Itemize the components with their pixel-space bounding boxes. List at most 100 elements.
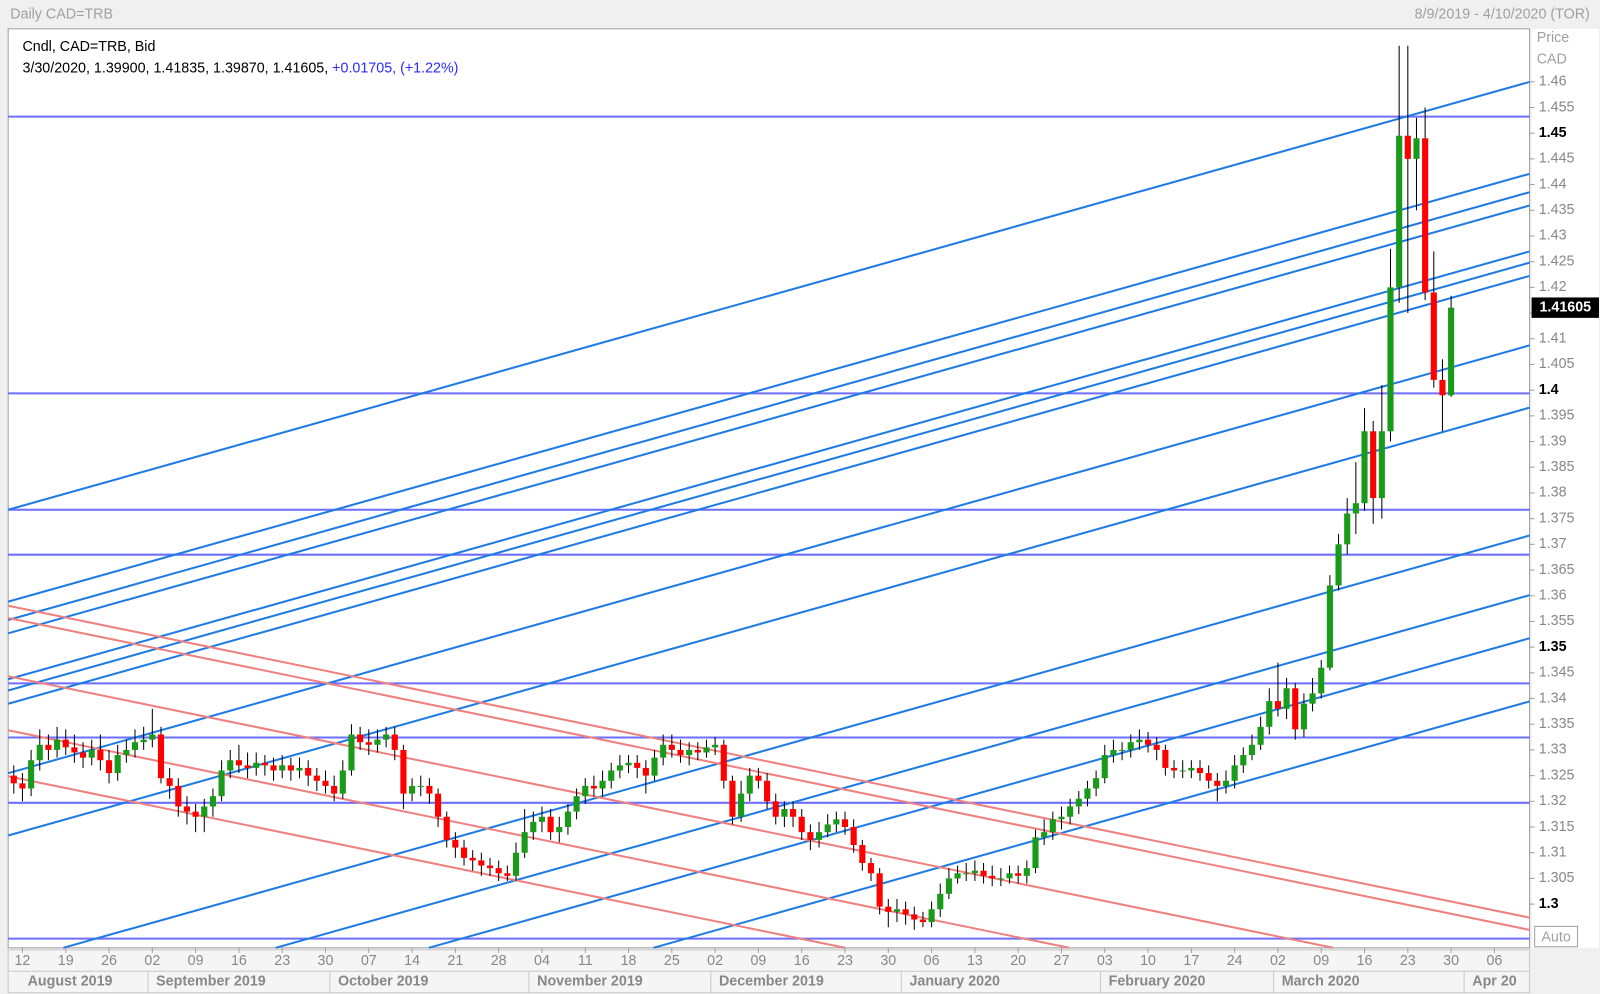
month-label: October 2019	[338, 973, 429, 989]
candle-body	[824, 824, 831, 833]
x-tick-label: 24	[1227, 953, 1243, 969]
autoscale-button[interactable]	[1534, 925, 1579, 948]
candle-body	[625, 762, 632, 766]
x-tick-label: 09	[750, 953, 766, 969]
candle-body	[963, 873, 970, 875]
month-label: February 2020	[1109, 973, 1206, 989]
y-tick-label: 1.315	[1539, 819, 1575, 835]
candle-body	[746, 775, 753, 794]
candle-body	[28, 760, 35, 789]
x-tick-label: 13	[967, 953, 983, 969]
candle-body	[738, 793, 745, 817]
candle-body	[564, 811, 571, 828]
trend-line	[7, 204, 1530, 635]
x-tick-label: 30	[1443, 953, 1459, 969]
x-tick-label: 28	[491, 953, 507, 969]
candle-body	[322, 780, 329, 786]
y-tick-label: 1.31	[1539, 844, 1567, 860]
month-label: November 2019	[537, 973, 643, 989]
trend-line	[7, 172, 1530, 603]
candle-body	[1430, 292, 1437, 380]
last-price-label: 1.41605	[1539, 299, 1591, 315]
x-tick-label: 03	[1097, 953, 1113, 969]
candle-body	[391, 734, 398, 750]
y-tick-label: 1.42	[1539, 279, 1567, 295]
candle-body	[599, 780, 606, 789]
x-tick-label: 11	[578, 953, 593, 969]
candle-body	[893, 909, 901, 912]
y-tick-label: 1.3	[1539, 896, 1559, 912]
candle-body	[1188, 767, 1195, 771]
candle-body	[885, 906, 892, 912]
candle-body	[1404, 135, 1411, 159]
candle-body	[105, 760, 113, 774]
candle-body	[495, 868, 502, 874]
y-tick-label: 1.39	[1539, 433, 1567, 449]
y-tick-label: 1.455	[1539, 99, 1575, 115]
candle-body	[582, 785, 589, 797]
candle-body	[183, 806, 191, 812]
candle-body	[374, 739, 381, 745]
x-tick-label: 12	[14, 953, 30, 969]
candle-body	[348, 734, 355, 771]
candle-body	[1326, 585, 1333, 668]
y-tick-label: 1.46	[1539, 74, 1567, 90]
candle-body	[1335, 544, 1342, 586]
candle-body	[1352, 503, 1359, 514]
candle-body	[867, 862, 875, 874]
y-tick-label: 1.355	[1539, 613, 1575, 629]
candle-body	[720, 744, 727, 781]
candle-body	[876, 873, 883, 907]
candle-body	[209, 796, 216, 807]
candle-body	[131, 742, 139, 750]
chart-subtitle: 8/9/2019 - 4/10/2020 (TOR)	[1415, 6, 1590, 22]
trend-line	[653, 700, 1530, 949]
x-tick-label: 14	[404, 953, 420, 969]
candle-body	[755, 775, 762, 781]
y-tick-label: 1.38	[1539, 485, 1567, 501]
month-label: August 2019	[28, 973, 113, 989]
candle-body	[114, 755, 121, 774]
candle-body	[1222, 780, 1230, 786]
x-tick-label: 07	[361, 953, 377, 969]
x-tick-label: 16	[231, 953, 247, 969]
candle-body	[1075, 798, 1082, 807]
last-price-marker	[1531, 297, 1599, 318]
candle-body	[1041, 832, 1048, 838]
candle-body	[365, 742, 372, 745]
candle-body	[460, 847, 468, 858]
y-tick-label: 1.4	[1539, 382, 1559, 398]
y-tick-label: 1.36	[1539, 588, 1567, 604]
x-tick-label: 23	[1400, 953, 1416, 969]
y-tick-label: 1.445	[1539, 151, 1575, 167]
trend-line	[7, 80, 1530, 511]
candle-body	[452, 839, 459, 848]
candle-body	[296, 767, 303, 771]
candle-body	[504, 873, 511, 876]
candle-body	[1144, 739, 1152, 745]
candle-body	[36, 744, 43, 761]
candle-body	[660, 744, 667, 758]
x-tick-label: 06	[1486, 953, 1502, 969]
candle-body	[712, 744, 719, 748]
autoscale-label[interactable]: Auto	[1541, 929, 1570, 945]
y-tick-label: 1.345	[1539, 665, 1575, 681]
candle-body	[1309, 693, 1316, 704]
trend-line	[275, 594, 1530, 949]
trend-line-red	[7, 675, 1334, 949]
candle-body	[911, 914, 918, 920]
candle-body	[1214, 780, 1221, 786]
y-tick-label: 1.365	[1539, 562, 1575, 578]
candle-body	[1058, 816, 1065, 820]
x-tick-label: 30	[880, 953, 896, 969]
candle-body	[192, 811, 199, 817]
candle-body	[339, 770, 346, 794]
y-tick-label: 1.425	[1539, 253, 1575, 269]
x-tick-label: 26	[101, 953, 117, 969]
trend-line-red	[7, 604, 1530, 919]
trend-line	[7, 261, 1530, 692]
y-tick-label: 1.32	[1539, 793, 1567, 809]
candle-body	[10, 775, 17, 784]
candle-body	[123, 749, 130, 756]
x-tick-label: 02	[144, 953, 160, 969]
